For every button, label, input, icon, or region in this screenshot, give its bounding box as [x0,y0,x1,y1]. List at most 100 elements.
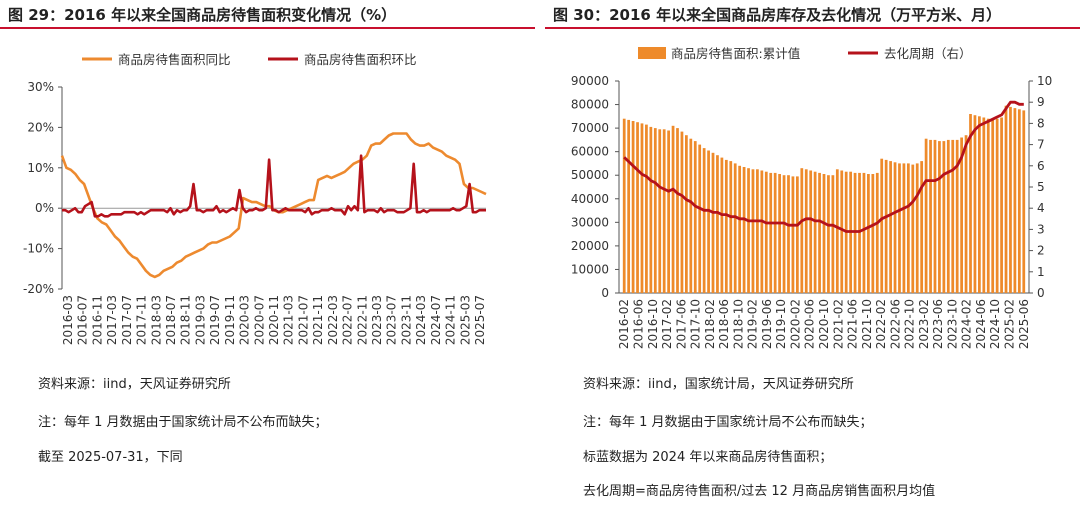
x-tick-label: 2023-11 [399,295,413,345]
bar-inventory [795,176,799,293]
bar-inventory [627,119,631,294]
bar-inventory [622,118,626,293]
x-tick-label: 2021-10 [860,299,874,349]
x-tick-label: 2020-10 [817,299,831,349]
x-tick-label: 2018-06 [717,299,731,349]
bar-inventory [929,139,932,293]
y-tick-label: 80000 [571,98,609,112]
bar-inventory [778,174,781,293]
y-tick-label: 70000 [571,121,609,135]
bar-inventory [804,169,808,293]
bar-inventory [942,141,946,293]
bar-inventory [995,118,999,293]
y-tick-label: 30000 [571,215,609,229]
bar-inventory [818,172,821,293]
x-tick-label: 2018-10 [731,299,745,349]
bar-inventory [911,164,915,293]
bar-inventory [924,138,928,293]
x-tick-label: 2022-11 [355,295,369,345]
x-tick-label: 2023-10 [945,299,959,349]
y2-tick-label: 5 [1037,180,1045,194]
x-tick-label: 2023-06 [931,299,945,349]
right-note-source: 资料来源：iind，国家统计局，天风证券研究所 [583,377,854,392]
bar-inventory [707,150,710,293]
left-note-source: 资料来源：iind，天风证券研究所 [38,377,231,392]
bar-inventory [862,172,866,293]
x-tick-label: 2020-02 [789,299,803,349]
bar-inventory [960,137,963,293]
x-tick-label: 2024-11 [444,295,458,345]
y-tick-label: 0 [601,286,609,300]
x-tick-label: 2019-06 [760,299,774,349]
x-tick-label: 2017-02 [660,299,674,349]
bar-inventory [685,135,688,293]
x-tick-label: 2025-07 [473,295,487,345]
bar-inventory [920,161,924,293]
bar-inventory [751,169,755,293]
legend-swatch-inventory [638,47,666,59]
bar-inventory [1009,106,1012,294]
x-tick-label: 2023-02 [917,299,931,349]
x-tick-label: 2021-02 [831,299,845,349]
bar-inventory [729,161,733,293]
bar-inventory [1013,108,1017,293]
x-tick-label: 2016-10 [646,299,660,349]
series-line-mom [62,154,486,218]
bar-inventory [662,129,666,293]
x-tick-label: 2017-11 [135,295,149,345]
bar-inventory [787,175,790,293]
bar-inventory [946,139,950,293]
x-tick-label: 2025-03 [458,295,472,345]
bar-inventory [689,138,693,293]
right-note-highlight: 标蓝数据为 2024 年以来商品房待售面积； [583,450,833,465]
bar-inventory [871,174,875,293]
x-tick-label: 2019-07 [208,295,222,345]
right-title-rule [545,27,1080,29]
bar-inventory [640,123,644,294]
x-tick-label: 2024-07 [429,295,443,345]
bar-inventory [969,114,972,293]
bar-inventory [915,163,919,293]
bar-inventory [791,176,795,293]
x-tick-label: 2018-02 [703,299,717,349]
right-chart-panel: 图 30：2016 年以来全国商品房库存及去化情况（万平方米、月） 商品房待售面… [545,0,1080,506]
y-tick-label: 90000 [571,74,609,88]
y2-tick-label: 9 [1037,95,1045,109]
bar-inventory [702,148,706,293]
y2-tick-label: 6 [1037,159,1045,173]
x-tick-label: 2017-07 [120,295,134,345]
bar-inventory [889,161,892,293]
x-tick-label: 2017-03 [105,295,119,345]
bar-inventory [720,157,724,293]
legend-label-yoy: 商品房待售面积同比 [118,52,231,67]
bar-inventory [671,125,675,293]
right-chart-svg: 商品房待售面积:累计值 去化周期（右）9000080000700006000050… [571,46,1052,349]
bar-inventory [933,139,937,293]
bar-inventory [880,158,884,293]
y-tick-label: 20000 [571,239,609,253]
y2-tick-label: 1 [1037,265,1045,279]
x-tick-label: 2020-06 [803,299,817,349]
x-tick-label: 2020-07 [252,295,266,345]
bar-inventory [991,119,995,294]
bar-inventory [867,174,870,293]
bar-inventory [653,128,657,293]
bar-inventory [840,170,844,293]
y-tick-label: 10000 [571,262,609,276]
bar-inventory [769,172,773,293]
y2-tick-label: 0 [1037,286,1045,300]
bar-inventory [951,139,955,293]
right-chart-title: 图 30：2016 年以来全国商品房库存及去化情况（万平方米、月） [553,6,1002,24]
bar-inventory [831,175,835,293]
y2-tick-label: 7 [1037,138,1045,152]
x-tick-label: 2021-03 [282,295,296,345]
bar-inventory [827,175,830,293]
x-tick-label: 2020-11 [267,295,281,345]
x-tick-label: 2016-03 [61,295,75,345]
y-tick-label: 40000 [571,192,609,206]
x-tick-label: 2024-10 [988,299,1002,349]
bar-inventory [938,141,941,293]
y-tick-label: 30% [27,80,54,94]
bar-inventory [1022,110,1026,294]
bar-inventory [773,172,777,293]
